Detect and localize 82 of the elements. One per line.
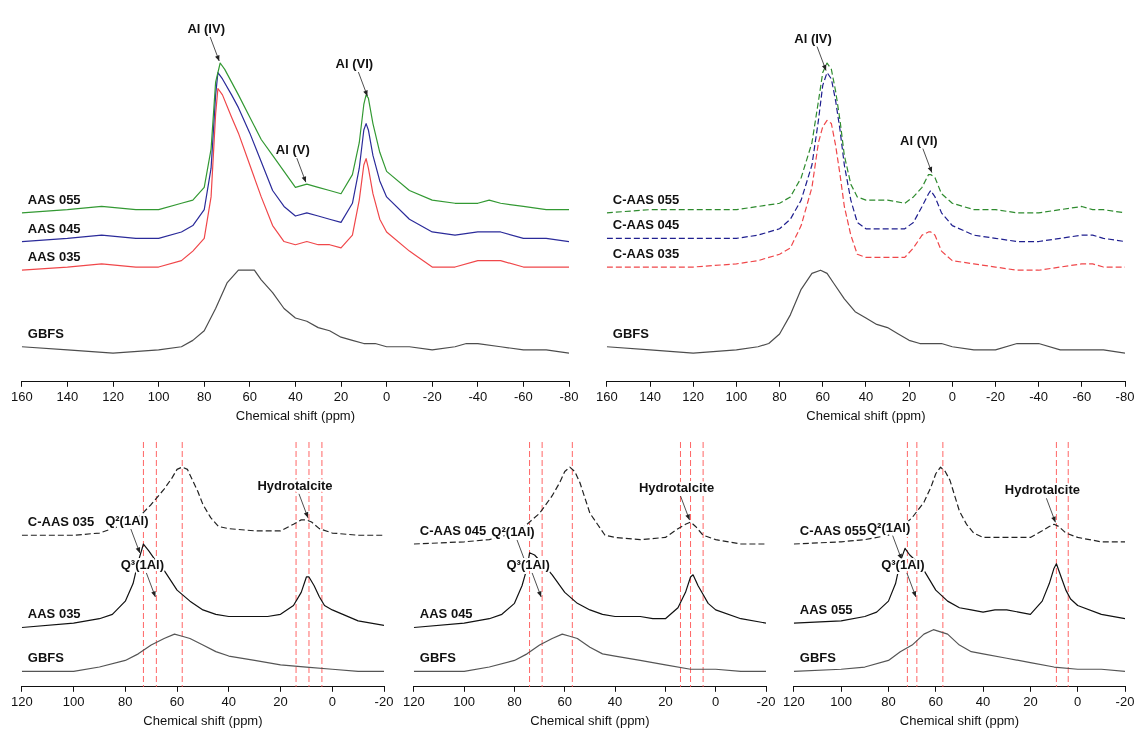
x-tick-label: -80 xyxy=(1115,389,1135,405)
series-label: C-AAS 055 xyxy=(612,191,680,207)
x-tick-label: 20 xyxy=(658,694,673,710)
series-label: GBFS xyxy=(799,650,837,666)
x-tick-label: 20 xyxy=(333,389,349,405)
series-label: C-AAS 055 xyxy=(799,523,867,539)
x-tick-label: -20 xyxy=(986,389,1005,405)
x-tick-label: 60 xyxy=(815,389,830,405)
x-tick-label: 40 xyxy=(607,694,623,710)
series-label: AAS 045 xyxy=(419,606,473,622)
annotation: Hydrotalcite xyxy=(638,480,715,496)
x-tick-label: 80 xyxy=(507,694,522,710)
x-tick-label: 160 xyxy=(10,389,33,405)
x-tick-label: -20 xyxy=(756,694,776,710)
x-tick-label: 100 xyxy=(453,694,475,710)
x-tick-label: -40 xyxy=(1029,389,1049,405)
x-tick-label: 120 xyxy=(10,694,33,710)
annotation: Al (VI) xyxy=(335,56,374,72)
x-tick-label: 40 xyxy=(221,694,237,710)
series-label: C-AAS 045 xyxy=(419,523,487,539)
x-tick-label: 100 xyxy=(147,389,170,405)
annotation: Q²(1Al) xyxy=(491,523,535,539)
series-label: AAS 035 xyxy=(27,249,81,265)
x-tick-label: 100 xyxy=(725,389,748,405)
series-label: C-AAS 035 xyxy=(27,514,95,530)
x-tick-label: 80 xyxy=(772,389,787,405)
annotation: Al (VI) xyxy=(900,132,938,148)
series-label: GBFS xyxy=(27,325,65,341)
x-tick-label: 60 xyxy=(169,694,185,710)
series-label: AAS 055 xyxy=(27,191,81,207)
series-label: AAS 045 xyxy=(27,220,81,236)
annotation: Hydrotalcite xyxy=(257,477,333,493)
x-axis-title: Chemical shift (ppm) xyxy=(899,712,1020,728)
x-tick-label: 80 xyxy=(118,694,133,710)
x-tick-label: 80 xyxy=(881,694,896,710)
x-tick-label: 120 xyxy=(682,389,705,405)
annotation: Q²(1Al) xyxy=(866,519,911,535)
x-tick-label: -60 xyxy=(514,389,533,405)
x-tick-label: 60 xyxy=(928,694,943,710)
x-tick-label: 40 xyxy=(288,389,303,405)
x-tick-label: 0 xyxy=(712,694,720,710)
series-label: GBFS xyxy=(612,325,650,341)
x-tick-label: 60 xyxy=(242,389,258,405)
x-tick-label: 0 xyxy=(328,694,336,710)
x-tick-label: 80 xyxy=(197,389,212,405)
series-label: AAS 035 xyxy=(27,606,81,622)
x-tick-label: 160 xyxy=(595,389,618,405)
series-label: C-AAS 045 xyxy=(612,217,680,233)
x-axis-title: Chemical shift (ppm) xyxy=(806,407,926,423)
x-tick-label: 0 xyxy=(1074,694,1082,710)
x-tick-label: -20 xyxy=(374,694,394,710)
x-tick-label: 120 xyxy=(782,694,805,710)
x-tick-label: 120 xyxy=(402,694,425,710)
x-axis-title: Chemical shift (ppm) xyxy=(235,407,356,423)
series-label: AAS 055 xyxy=(799,602,853,618)
x-tick-label: 100 xyxy=(62,694,85,710)
x-tick-label: 140 xyxy=(639,389,661,405)
x-tick-label: 0 xyxy=(948,389,956,405)
x-tick-label: 120 xyxy=(102,389,124,405)
x-tick-label: 140 xyxy=(56,389,79,405)
x-tick-label: 40 xyxy=(858,389,874,405)
x-tick-label: 60 xyxy=(557,694,572,710)
x-tick-label: 20 xyxy=(901,389,917,405)
series-label: GBFS xyxy=(27,650,65,666)
x-tick-label: 20 xyxy=(273,694,288,710)
x-tick-label: -40 xyxy=(468,389,488,405)
x-tick-label: 40 xyxy=(975,694,991,710)
series-label: C-AAS 035 xyxy=(612,246,680,262)
series-label: GBFS xyxy=(419,650,457,666)
annotation: Al (IV) xyxy=(187,21,225,37)
x-tick-label: 100 xyxy=(830,694,852,710)
x-tick-label: -60 xyxy=(1072,389,1092,405)
annotation: Hydrotalcite xyxy=(1004,482,1080,498)
x-tick-label: 0 xyxy=(383,389,391,405)
x-axis-title: Chemical shift (ppm) xyxy=(143,712,263,728)
annotation: Al (V) xyxy=(275,142,310,158)
annotation: Al (IV) xyxy=(794,30,832,46)
x-tick-label: -20 xyxy=(1115,694,1135,710)
x-axis-title: Chemical shift (ppm) xyxy=(530,712,650,728)
x-tick-label: 20 xyxy=(1023,694,1038,710)
x-tick-label: -80 xyxy=(559,389,579,405)
x-tick-label: -20 xyxy=(422,389,442,405)
